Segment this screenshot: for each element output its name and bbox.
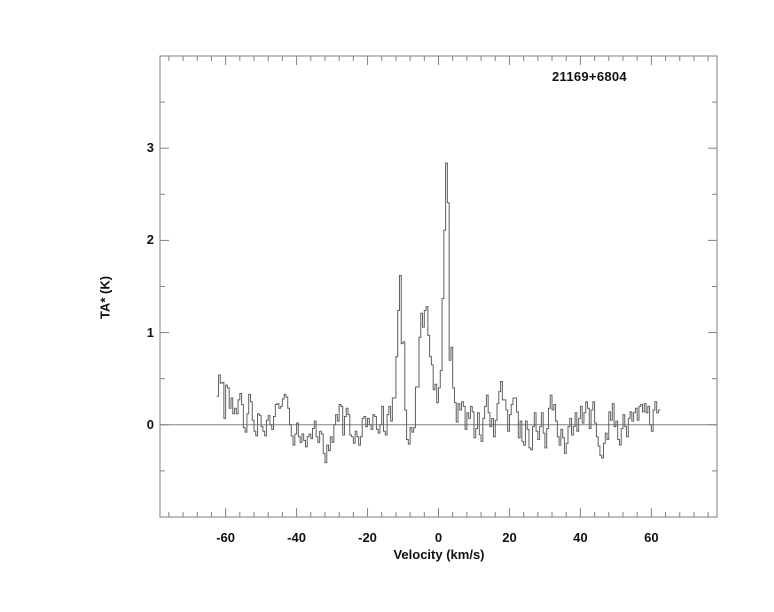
x-tick-label: 20 [502, 530, 517, 545]
x-axis-label: Velocity (km/s) [393, 547, 485, 562]
y-tick-label: 3 [146, 140, 154, 156]
x-tick-label: 0 [434, 530, 443, 545]
x-tick-label: 60 [644, 530, 659, 545]
source-title: 21169+6804 [552, 69, 627, 84]
x-tick-label: -20 [358, 530, 377, 545]
x-tick-label: 40 [573, 530, 588, 545]
x-tick-label: -60 [216, 530, 236, 545]
y-axis-label: TA* (K) [97, 275, 113, 320]
spectrum-line [216, 162, 661, 464]
y-tick-label: 2 [146, 232, 154, 248]
y-tick-label: 1 [146, 324, 154, 340]
plot-border [159, 55, 718, 518]
x-tick-label: -40 [287, 530, 306, 545]
y-tick-label: 0 [146, 416, 154, 432]
